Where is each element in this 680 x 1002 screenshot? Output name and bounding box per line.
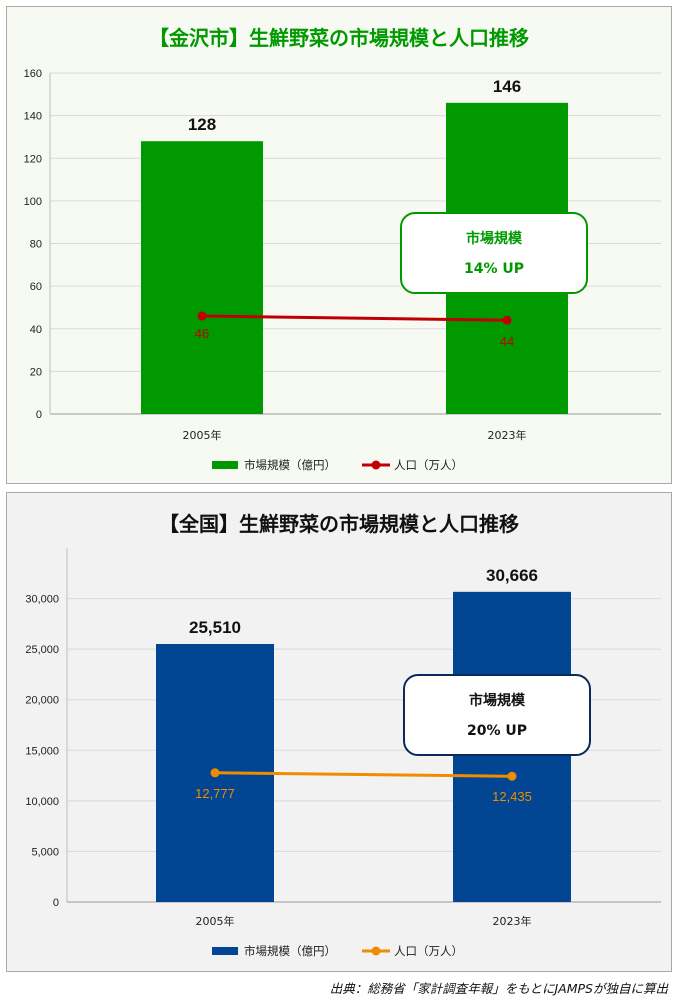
y-tick-label: 140: [24, 111, 42, 123]
y-tick-label: 15,000: [25, 745, 59, 757]
line-data-label: 46: [195, 326, 209, 341]
bar-data-label: 146: [493, 77, 521, 96]
legend-line-marker: [371, 946, 381, 956]
x-category-label: 2005年: [183, 428, 222, 442]
line-point: [502, 315, 512, 325]
kanazawa-chart-panel: 【金沢市】生鮮野菜の市場規模と人口推移 0 20 40 60 80 100 120 140 160…: [6, 6, 672, 484]
legend-bar-swatch: [212, 461, 238, 469]
bar-data-label: 25,510: [189, 618, 241, 637]
annotation-title: 市場規模: [466, 230, 523, 247]
bar: [141, 141, 263, 414]
x-category-label: 2023年: [493, 914, 532, 928]
y-tick-label: 120: [24, 153, 42, 165]
legend-bar-label: 市場規模（億円）: [244, 458, 336, 472]
y-tick-label: 5,000: [31, 846, 59, 858]
y-tick-label: 25,000: [25, 644, 59, 656]
line-data-label: 44: [500, 334, 514, 349]
annotation-box: [400, 212, 588, 294]
national-chart: 【全国】生鮮野菜の市場規模と人口推移 0 5,000 10,000 15,000 20,0…: [25, 512, 661, 958]
chart-title: 【金沢市】生鮮野菜の市場規模と人口推移: [149, 26, 529, 50]
line-point: [197, 311, 207, 321]
national-chart-panel: 【全国】生鮮野菜の市場規模と人口推移 0 5,000 10,000 15,000 20,0…: [6, 492, 672, 972]
x-category-label: 2005年: [196, 914, 235, 928]
line-data-label: 12,435: [492, 789, 532, 804]
annotation-value: 14% UP: [464, 261, 524, 277]
y-tick-label: 30,000: [25, 594, 59, 606]
population-line: [214, 771, 513, 778]
line-point: [210, 768, 220, 778]
y-tick-label: 60: [30, 281, 42, 293]
annotation-title: 市場規模: [469, 692, 526, 709]
population-line: [201, 314, 508, 322]
y-tick-label: 100: [24, 196, 42, 208]
y-tick-label: 160: [24, 68, 42, 80]
annotation-value: 20% UP: [467, 723, 527, 739]
legend-bar-swatch: [212, 947, 238, 955]
y-tick-label: 20,000: [25, 695, 59, 707]
y-tick-label: 0: [36, 409, 42, 421]
chart-title: 【全国】生鮮野菜の市場規模と人口推移: [159, 512, 519, 536]
y-tick-label: 80: [30, 239, 42, 251]
y-tick-label: 20: [30, 366, 42, 378]
annotation-box: [403, 674, 591, 756]
x-category-label: 2023年: [488, 428, 527, 442]
source-note: 出典：総務省「家計調査年報」をもとにJAMPSが独自に算出: [329, 981, 668, 996]
y-tick-label: 0: [53, 897, 59, 909]
y-tick-label: 10,000: [25, 796, 59, 808]
kanazawa-chart: 【金沢市】生鮮野菜の市場規模と人口推移 0 20 40 60 80 100 120 140 160…: [24, 26, 661, 472]
line-point: [507, 771, 517, 781]
legend-line-label: 人口（万人）: [394, 944, 463, 958]
line-data-label: 12,777: [195, 786, 235, 801]
y-tick-label: 40: [30, 324, 42, 336]
bar-data-label: 30,666: [486, 566, 538, 585]
legend-line-marker: [371, 460, 381, 470]
legend-bar-label: 市場規模（億円）: [244, 944, 336, 958]
legend-line-label: 人口（万人）: [394, 458, 463, 472]
bar-data-label: 128: [188, 115, 216, 134]
